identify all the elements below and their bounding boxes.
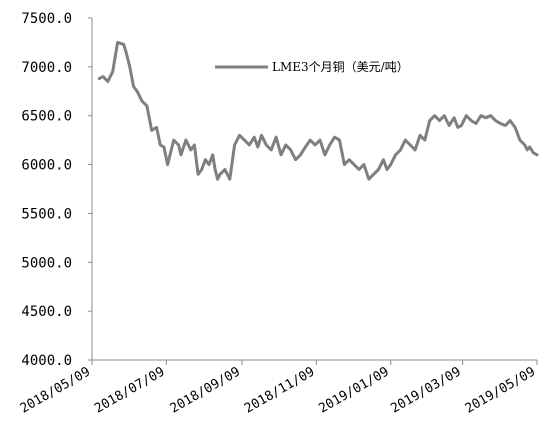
x-tick-label: 2018/05/09 <box>18 364 93 416</box>
legend: LME3个月铜（美元/吨） <box>215 59 409 74</box>
y-tick-label: 7500.0 <box>21 11 72 27</box>
legend-label: LME3个月铜（美元/吨） <box>272 59 409 74</box>
y-tick-label: 4500.0 <box>21 304 72 320</box>
x-tick-label: 2018/11/09 <box>242 364 317 416</box>
x-tick-label: 2019/03/09 <box>388 364 463 416</box>
series-line <box>97 40 539 181</box>
y-axis-ticks: 4000.0 4500.0 5000.0 5500.0 6000.0 6500.0 7000… <box>21 11 92 369</box>
series-layer <box>97 40 539 181</box>
x-axis-ticks: 2018/05/09 2018/07/09 2018/09/09 2018/11/09… <box>18 360 538 417</box>
x-tick-label: 2019/05/09 <box>463 364 538 416</box>
y-tick-label: 5500.0 <box>21 206 72 222</box>
y-tick-label: 5000.0 <box>21 255 72 271</box>
y-tick-label: 6000.0 <box>21 158 72 174</box>
y-tick-label: 4000.0 <box>21 353 72 369</box>
y-tick-label: 6500.0 <box>21 109 72 125</box>
x-tick-label: 2019/01/09 <box>316 364 391 416</box>
y-tick-label: 7000.0 <box>21 60 72 76</box>
x-tick-label: 2018/07/09 <box>92 364 167 416</box>
x-tick-label: 2018/09/09 <box>168 364 243 416</box>
